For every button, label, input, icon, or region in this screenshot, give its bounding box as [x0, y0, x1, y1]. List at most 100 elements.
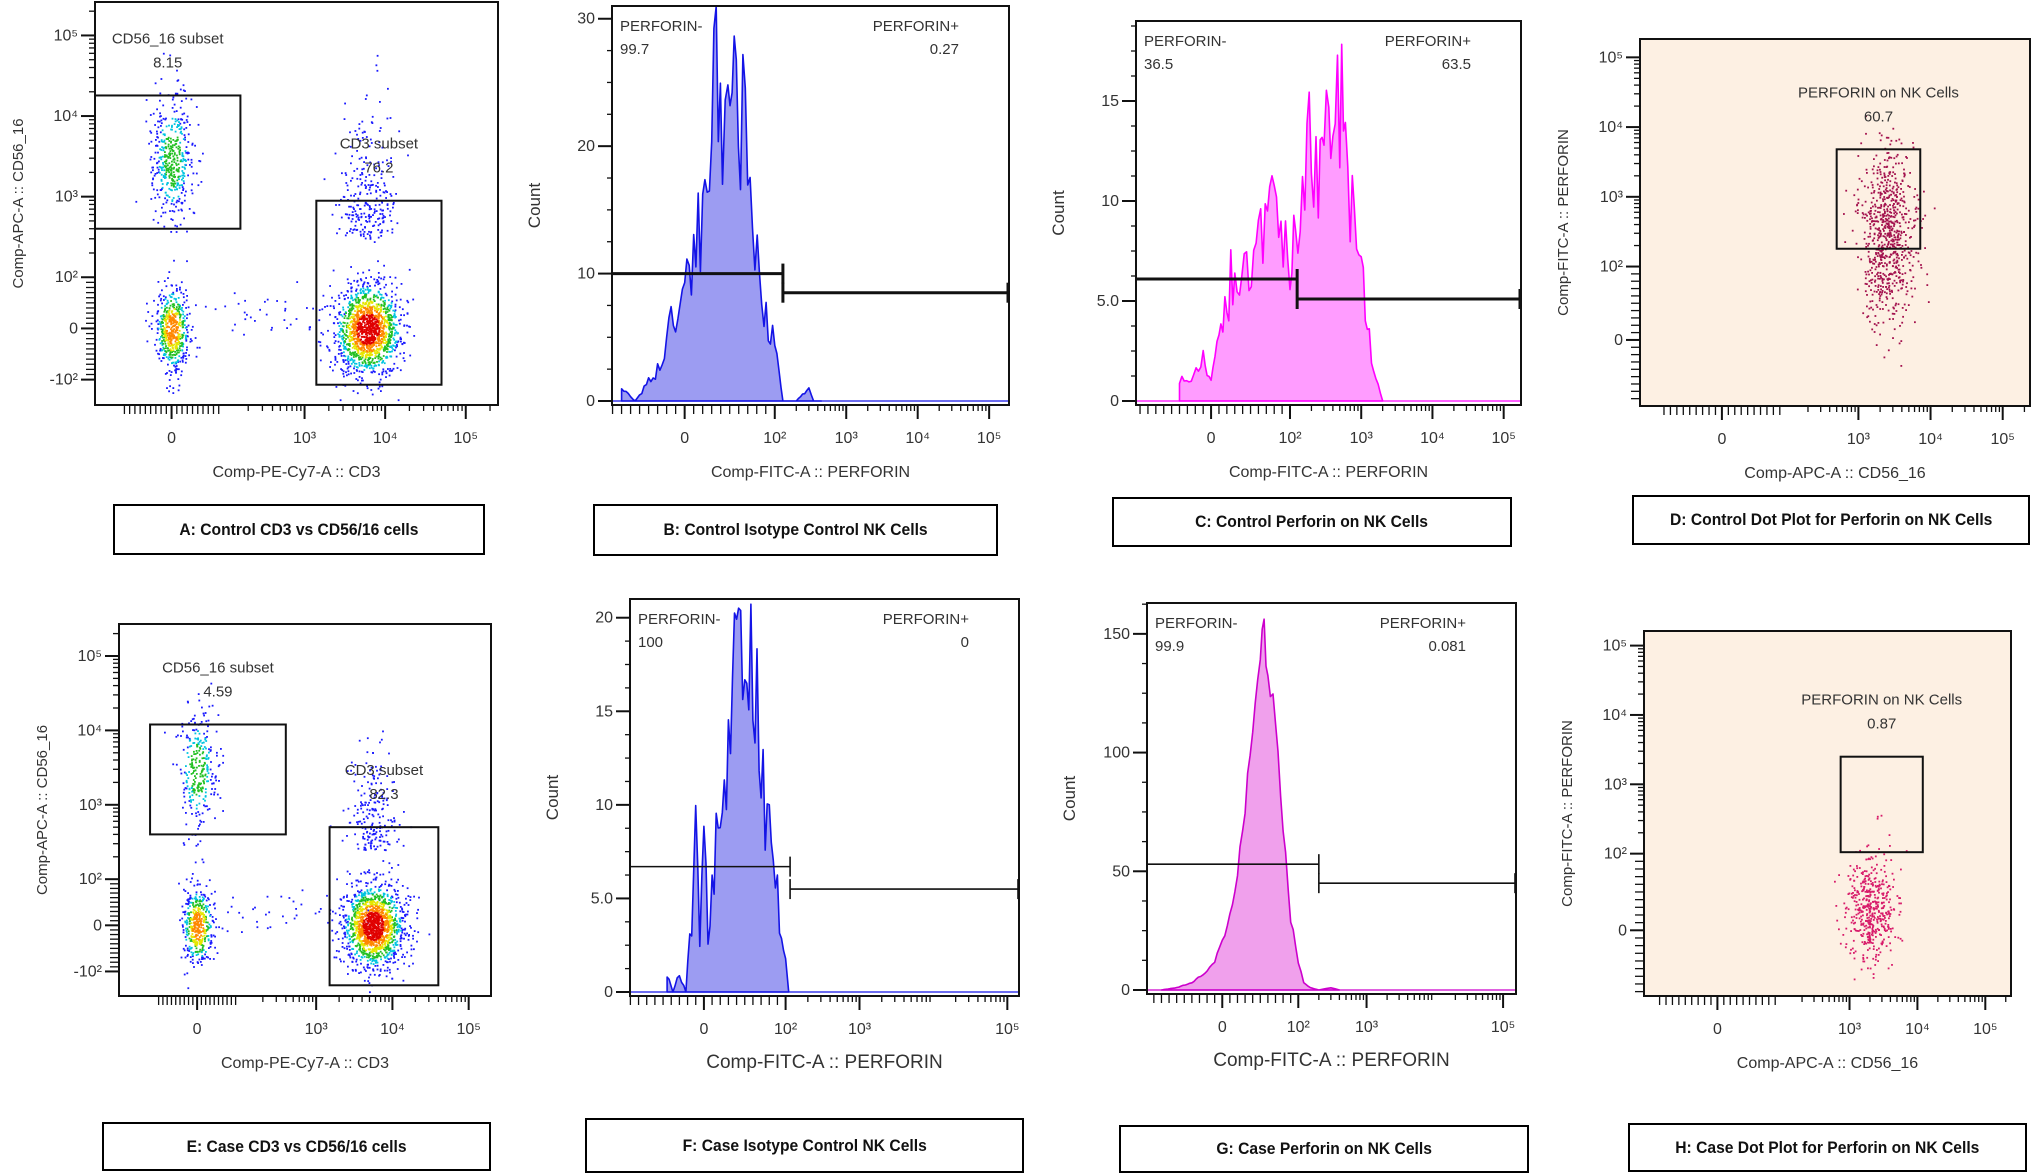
- event-dot: [365, 307, 368, 310]
- event-dot: [366, 808, 369, 811]
- plot-data: [164, 682, 431, 994]
- event-dot: [173, 304, 176, 307]
- event-dot: [1873, 323, 1876, 325]
- event-dot: [162, 149, 165, 152]
- event-dot: [171, 346, 174, 349]
- event-dot: [383, 321, 386, 324]
- event-dot: [169, 353, 172, 356]
- event-dot: [343, 294, 345, 297]
- event-dot: [1899, 281, 1902, 284]
- event-dot: [178, 151, 181, 154]
- event-dot: [227, 911, 229, 914]
- event-dot: [171, 293, 173, 296]
- event-dot: [372, 214, 374, 216]
- event-dot: [1887, 205, 1889, 208]
- event-dot: [1873, 290, 1876, 293]
- event-dot: [1888, 235, 1891, 238]
- event-dot: [364, 843, 367, 846]
- event-dot: [177, 125, 179, 127]
- event-dot: [346, 770, 349, 772]
- event-dot: [369, 306, 371, 309]
- event-dot: [406, 312, 409, 315]
- event-dot: [373, 163, 376, 166]
- event-dot: [1889, 189, 1891, 192]
- event-dot: [366, 327, 369, 330]
- event-dot: [211, 704, 214, 707]
- event-dot: [1897, 236, 1899, 239]
- event-dot: [187, 133, 190, 136]
- event-dot: [371, 358, 374, 360]
- event-dot: [284, 309, 286, 312]
- event-dot: [156, 130, 158, 133]
- event-dot: [358, 376, 361, 378]
- event-dot: [351, 338, 354, 341]
- event-dot: [357, 337, 359, 340]
- event-dot: [352, 356, 355, 358]
- event-dot: [1909, 269, 1911, 271]
- event-dot: [202, 957, 205, 960]
- event-dot: [379, 194, 382, 197]
- event-dot: [1881, 280, 1884, 282]
- event-dot: [1898, 222, 1901, 224]
- event-dot: [392, 952, 395, 955]
- event-dot: [384, 307, 386, 310]
- event-dot: [373, 208, 376, 211]
- event-dot: [382, 296, 385, 299]
- event-dot: [360, 279, 363, 282]
- event-dot: [199, 160, 202, 163]
- gate-rectangle[interactable]: [94, 94, 242, 230]
- event-dot: [177, 303, 179, 306]
- event-dot: [201, 858, 204, 861]
- event-dot: [403, 932, 406, 935]
- event-dot: [170, 311, 173, 314]
- event-dot: [1877, 252, 1880, 254]
- event-dot: [192, 211, 195, 214]
- event-dot: [177, 209, 180, 212]
- event-dot: [350, 205, 352, 208]
- event-dot: [158, 165, 161, 168]
- event-dot: [178, 178, 180, 180]
- gate-rectangle[interactable]: [1835, 148, 1922, 250]
- event-dot: [1885, 264, 1888, 267]
- event-dot: [182, 791, 185, 794]
- event-dot: [163, 146, 166, 149]
- event-dot: [368, 208, 371, 211]
- event-dot: [201, 896, 204, 899]
- event-dot: [1866, 316, 1869, 319]
- event-dot: [353, 331, 356, 334]
- event-dot: [364, 338, 367, 341]
- event-dot: [361, 137, 364, 139]
- event-dot: [373, 829, 375, 831]
- event-dot: [367, 315, 370, 318]
- event-dot: [168, 320, 171, 323]
- event-dot: [373, 318, 376, 320]
- event-dot: [353, 170, 356, 172]
- event-dot: [362, 832, 365, 835]
- event-dot: [350, 333, 353, 335]
- event-dot: [354, 310, 356, 312]
- event-dot: [369, 325, 372, 328]
- event-dot: [1896, 188, 1898, 191]
- event-dot: [238, 911, 241, 914]
- event-dot: [164, 154, 166, 156]
- event-dot: [357, 345, 360, 348]
- event-dot: [373, 361, 376, 364]
- event-dot: [189, 340, 192, 343]
- event-dot: [149, 130, 152, 133]
- event-dot: [341, 942, 344, 944]
- gate-rectangle[interactable]: [315, 199, 443, 386]
- event-dot: [387, 819, 390, 822]
- event-dot: [377, 363, 380, 366]
- event-dot: [368, 213, 371, 216]
- event-dot: [157, 327, 160, 330]
- event-dot: [1904, 254, 1907, 257]
- event-dot: [1880, 288, 1882, 291]
- event-dot: [188, 722, 190, 725]
- event-dot: [1873, 220, 1876, 223]
- event-dot: [1884, 192, 1887, 194]
- event-dot: [174, 316, 177, 318]
- event-dot: [358, 157, 361, 160]
- event-dot: [204, 799, 206, 802]
- event-dot: [1892, 318, 1894, 320]
- event-dot: [1896, 230, 1899, 233]
